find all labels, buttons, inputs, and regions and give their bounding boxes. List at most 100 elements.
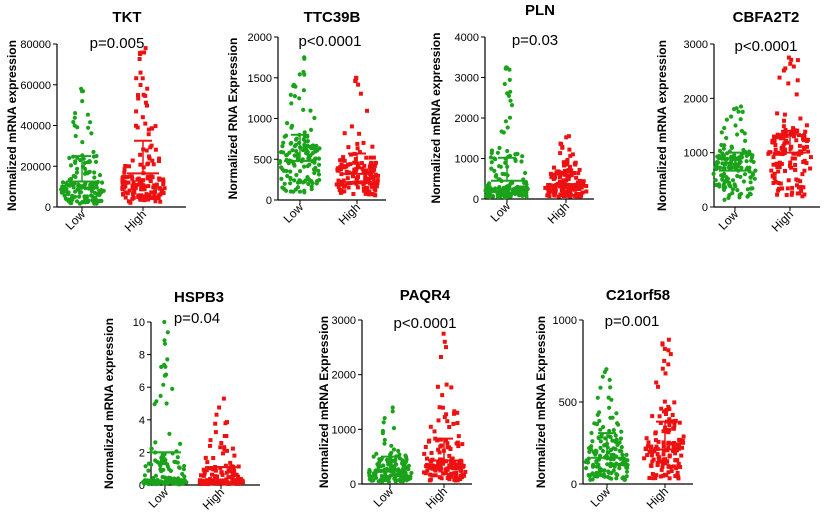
ttc39b-point-high bbox=[345, 181, 350, 186]
tkt-point-high bbox=[138, 197, 143, 202]
tkt-point-high bbox=[138, 70, 143, 75]
c21orf58-point-low bbox=[597, 453, 603, 458]
tkt-point-high bbox=[123, 190, 128, 195]
c21orf58-point-low bbox=[619, 429, 624, 434]
ttc39b-point-low bbox=[282, 134, 287, 139]
paqr4-point-low bbox=[377, 460, 382, 465]
ttc39b-point-low bbox=[294, 136, 299, 141]
ttc39b-point-low bbox=[282, 181, 287, 186]
tkt-point-high bbox=[142, 187, 147, 192]
tkt-point-high bbox=[128, 174, 133, 179]
c21orf58-point-low bbox=[620, 452, 625, 457]
cbfa2t2-point-high bbox=[793, 163, 798, 167]
cbfa2t2-point-high bbox=[780, 186, 785, 191]
paqr4-point-low bbox=[374, 451, 379, 456]
paqr4-point-high bbox=[454, 466, 459, 471]
pln-point-high bbox=[566, 186, 571, 191]
pln-point-low bbox=[484, 194, 489, 199]
tkt-point-high bbox=[130, 196, 135, 201]
cbfa2t2-point-low bbox=[719, 173, 724, 178]
cbfa2t2-point-high bbox=[804, 161, 809, 165]
tkt-point-high bbox=[160, 188, 165, 193]
tkt-point-high bbox=[152, 191, 157, 196]
c21orf58-point-high bbox=[664, 408, 669, 412]
c21orf58-point-low bbox=[602, 468, 607, 473]
cbfa2t2-point-low bbox=[739, 128, 745, 134]
cbfa2t2-point-high bbox=[785, 140, 790, 145]
hspb3-point-high bbox=[214, 412, 219, 417]
cbfa2t2-point-high bbox=[773, 179, 778, 184]
tkt-point-high bbox=[127, 164, 131, 169]
ttc39b-point-high bbox=[348, 181, 353, 185]
cbfa2t2-point-high bbox=[801, 185, 806, 190]
pln-point-low bbox=[493, 174, 498, 179]
pln-point-high bbox=[573, 185, 578, 190]
ttc39b-point-high bbox=[364, 187, 369, 192]
hspb3-ytick-label: 0 bbox=[139, 480, 145, 492]
hspb3-point-high bbox=[235, 478, 240, 483]
hspb3-point-high bbox=[208, 438, 213, 443]
pln-point-high bbox=[545, 193, 550, 198]
paqr4-point-high bbox=[441, 331, 446, 336]
paqr4-point-high bbox=[458, 468, 463, 473]
paqr4-point-high bbox=[434, 464, 439, 469]
hspb3-point-low bbox=[146, 468, 151, 473]
paqr4-point-high bbox=[449, 471, 454, 476]
cbfa2t2-point-low bbox=[713, 165, 718, 170]
cbfa2t2-point-high bbox=[788, 163, 792, 168]
ttc39b-pvalue: p<0.0001 bbox=[299, 33, 362, 50]
hspb3-point-high bbox=[227, 469, 232, 474]
paqr4-ylabel: Normalized mRNA Expression bbox=[317, 316, 331, 488]
c21orf58-ytick-label: 0 bbox=[571, 479, 577, 491]
cbfa2t2-point-low bbox=[723, 162, 728, 167]
paqr4-point-low bbox=[409, 470, 414, 476]
c21orf58-point-low bbox=[595, 412, 600, 417]
tkt-ytick-label: 80000 bbox=[20, 39, 51, 51]
hspb3-point-high bbox=[219, 470, 224, 475]
pln-point-high bbox=[569, 168, 574, 173]
paqr4-point-high bbox=[441, 471, 446, 476]
cbfa2t2-point-high bbox=[772, 151, 777, 156]
tkt-point-high bbox=[138, 152, 143, 157]
cbfa2t2-point-high bbox=[805, 137, 810, 142]
ttc39b-point-high bbox=[357, 150, 362, 155]
ttc39b-point-high bbox=[354, 178, 359, 183]
cbfa2t2-point-high bbox=[802, 147, 807, 152]
cbfa2t2-point-low bbox=[738, 117, 743, 122]
cbfa2t2-point-high bbox=[778, 136, 783, 141]
c21orf58-point-low bbox=[608, 385, 613, 390]
tkt-point-low bbox=[97, 199, 102, 204]
paqr4-point-high bbox=[423, 445, 428, 449]
cbfa2t2-point-low bbox=[748, 180, 753, 185]
ttc39b-point-low bbox=[294, 149, 299, 154]
cbfa2t2-point-low bbox=[722, 125, 727, 131]
ttc39b-point-low bbox=[317, 162, 322, 167]
cbfa2t2-point-high bbox=[781, 124, 786, 129]
c21orf58-point-high bbox=[656, 439, 661, 444]
hspb3-point-low bbox=[153, 473, 159, 478]
ttc39b-point-low bbox=[279, 165, 284, 170]
paqr4-point-high bbox=[422, 470, 426, 475]
tkt-point-high bbox=[138, 162, 143, 167]
cbfa2t2-point-high bbox=[794, 138, 799, 143]
ttc39b-point-low bbox=[288, 175, 293, 180]
c21orf58-point-low bbox=[617, 466, 622, 471]
c21orf58-point-high bbox=[675, 473, 680, 478]
hspb3-point-high bbox=[230, 446, 235, 451]
tkt-point-low bbox=[80, 99, 85, 104]
ttc39b-point-low bbox=[279, 176, 284, 181]
pln-point-high bbox=[549, 189, 554, 194]
pln-point-low bbox=[509, 192, 514, 197]
ttc39b-point-low bbox=[316, 168, 321, 173]
paqr4-point-low bbox=[406, 467, 411, 472]
tkt-point-low bbox=[67, 155, 72, 161]
c21orf58-point-low bbox=[600, 374, 605, 379]
tkt-point-high bbox=[147, 156, 152, 161]
paqr4-point-high bbox=[460, 472, 465, 477]
tkt-point-low bbox=[92, 198, 97, 204]
c21orf58-point-high bbox=[654, 473, 659, 478]
pln-point-high bbox=[560, 187, 565, 192]
tkt-point-low bbox=[75, 166, 80, 171]
c21orf58-pvalue: p=0.001 bbox=[605, 313, 660, 330]
tkt-point-high bbox=[127, 188, 132, 193]
